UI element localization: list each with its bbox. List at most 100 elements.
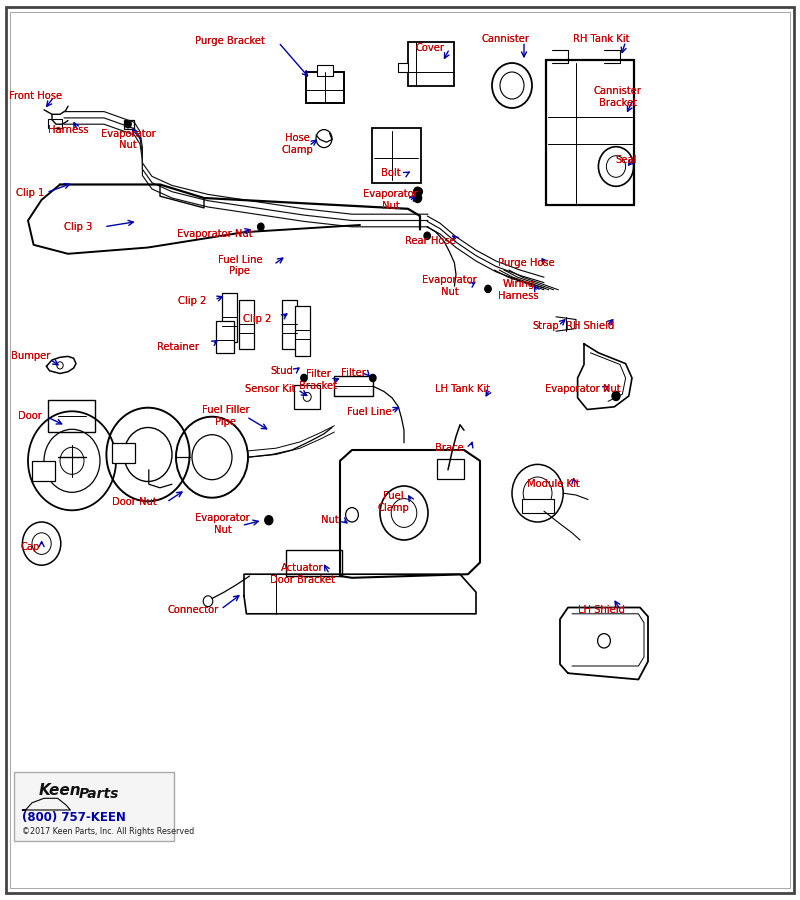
Circle shape	[370, 374, 376, 382]
Text: LH Shield: LH Shield	[578, 605, 625, 616]
Circle shape	[301, 374, 307, 382]
Circle shape	[416, 188, 422, 195]
Text: Bolt: Bolt	[381, 167, 400, 178]
Text: Module Kit: Module Kit	[527, 479, 580, 490]
Text: Clip 2: Clip 2	[178, 296, 206, 307]
FancyBboxPatch shape	[408, 42, 454, 86]
Text: Purge Bracket: Purge Bracket	[195, 35, 266, 46]
Text: Evaporator
Nut: Evaporator Nut	[363, 189, 418, 211]
Text: Evaporator
Nut: Evaporator Nut	[101, 129, 155, 150]
Text: Stud: Stud	[270, 365, 293, 376]
Text: Cannister
Bracket: Cannister Bracket	[594, 86, 642, 108]
Text: ©2017 Keen Parts, Inc. All Rights Reserved: ©2017 Keen Parts, Inc. All Rights Reserv…	[22, 827, 194, 836]
Text: Filter
Bracket: Filter Bracket	[299, 369, 338, 391]
Text: Cannister: Cannister	[482, 33, 530, 44]
Text: Cannister: Cannister	[482, 33, 530, 44]
Text: Front Hose: Front Hose	[10, 91, 62, 102]
Text: Clip 3: Clip 3	[64, 221, 93, 232]
Text: Fuel Line
Pipe: Fuel Line Pipe	[218, 255, 262, 276]
Text: Purge Bracket: Purge Bracket	[195, 35, 266, 46]
FancyBboxPatch shape	[372, 128, 421, 183]
Text: Wiring
Harness: Wiring Harness	[498, 279, 538, 301]
FancyBboxPatch shape	[334, 376, 373, 396]
FancyBboxPatch shape	[437, 459, 464, 479]
Text: RH Tank Kit: RH Tank Kit	[574, 33, 630, 44]
Text: Filter
Bracket: Filter Bracket	[299, 369, 338, 391]
Text: Evaporator Nut: Evaporator Nut	[177, 229, 252, 239]
FancyBboxPatch shape	[294, 385, 320, 409]
Text: Fuel Line
Pipe: Fuel Line Pipe	[218, 255, 262, 276]
Text: Cover: Cover	[416, 42, 445, 53]
Text: LH Shield: LH Shield	[578, 605, 625, 616]
Text: Filter: Filter	[341, 368, 366, 379]
Text: Connector: Connector	[168, 605, 219, 616]
FancyBboxPatch shape	[295, 306, 310, 356]
Text: Fuel Filler
Pipe: Fuel Filler Pipe	[202, 405, 250, 427]
Text: Brace: Brace	[435, 443, 464, 454]
Text: Clip 1: Clip 1	[16, 187, 45, 198]
Text: Harness: Harness	[48, 124, 88, 135]
FancyBboxPatch shape	[216, 321, 234, 353]
Text: Seal: Seal	[615, 155, 636, 166]
Circle shape	[414, 194, 422, 202]
Text: RH Shield: RH Shield	[566, 320, 614, 331]
FancyBboxPatch shape	[14, 772, 174, 841]
Text: Evaporator
Nut: Evaporator Nut	[195, 513, 250, 535]
FancyBboxPatch shape	[317, 65, 333, 76]
Text: Bumper: Bumper	[10, 351, 50, 362]
Text: Bumper: Bumper	[10, 351, 50, 362]
Text: Stud: Stud	[270, 365, 293, 376]
Text: Keen: Keen	[38, 783, 81, 797]
FancyBboxPatch shape	[48, 119, 62, 128]
FancyBboxPatch shape	[222, 292, 237, 342]
FancyBboxPatch shape	[282, 300, 297, 349]
Text: Door Nut: Door Nut	[112, 497, 157, 508]
Text: Clip 1: Clip 1	[16, 187, 45, 198]
Text: Cover: Cover	[416, 42, 445, 53]
Text: Evaporator Nut: Evaporator Nut	[177, 229, 252, 239]
Text: (800) 757-KEEN: (800) 757-KEEN	[22, 811, 126, 824]
Text: Bolt: Bolt	[381, 167, 400, 178]
Text: Front Hose: Front Hose	[10, 91, 62, 102]
Text: Sensor Kit: Sensor Kit	[245, 383, 296, 394]
FancyBboxPatch shape	[398, 63, 408, 72]
Text: Fuel Filler
Pipe: Fuel Filler Pipe	[202, 405, 250, 427]
FancyBboxPatch shape	[546, 60, 634, 205]
Text: Door Nut: Door Nut	[112, 497, 157, 508]
Text: Actuator
Door Bracket: Actuator Door Bracket	[270, 563, 335, 585]
Text: Fuel
Clamp: Fuel Clamp	[378, 491, 410, 513]
Text: Seal: Seal	[615, 155, 636, 166]
FancyBboxPatch shape	[306, 72, 344, 103]
Text: Fuel Line: Fuel Line	[347, 407, 392, 418]
Text: Parts: Parts	[78, 787, 118, 801]
Text: Retainer: Retainer	[157, 341, 198, 352]
FancyBboxPatch shape	[112, 443, 135, 463]
Text: Rear Hose: Rear Hose	[405, 236, 456, 247]
Text: Evaporator
Nut: Evaporator Nut	[195, 513, 250, 535]
Text: Actuator
Door Bracket: Actuator Door Bracket	[270, 563, 335, 585]
Text: LH Tank Kit: LH Tank Kit	[435, 383, 490, 394]
Text: Clip 2: Clip 2	[178, 296, 206, 307]
Text: Fuel Line: Fuel Line	[347, 407, 392, 418]
Text: Cap: Cap	[21, 542, 40, 553]
Text: Nut: Nut	[321, 515, 338, 526]
Text: Evaporator
Nut: Evaporator Nut	[363, 189, 418, 211]
FancyBboxPatch shape	[286, 550, 342, 576]
Text: Clip 3: Clip 3	[64, 221, 93, 232]
Text: Evaporator
Nut: Evaporator Nut	[422, 275, 477, 297]
Text: Brace: Brace	[435, 443, 464, 454]
Text: Nut: Nut	[321, 515, 338, 526]
Text: Strap: Strap	[532, 320, 559, 331]
Text: Door: Door	[18, 410, 42, 421]
FancyBboxPatch shape	[124, 120, 134, 129]
Text: Door: Door	[18, 410, 42, 421]
Circle shape	[414, 187, 422, 196]
Text: Harness: Harness	[48, 124, 88, 135]
Text: Purge Hose: Purge Hose	[498, 257, 554, 268]
Text: RH Shield: RH Shield	[566, 320, 614, 331]
Text: LH Tank Kit: LH Tank Kit	[435, 383, 490, 394]
Text: Strap: Strap	[532, 320, 559, 331]
Text: Purge Hose: Purge Hose	[498, 257, 554, 268]
FancyBboxPatch shape	[522, 499, 554, 513]
Text: Clip 2: Clip 2	[243, 314, 272, 325]
